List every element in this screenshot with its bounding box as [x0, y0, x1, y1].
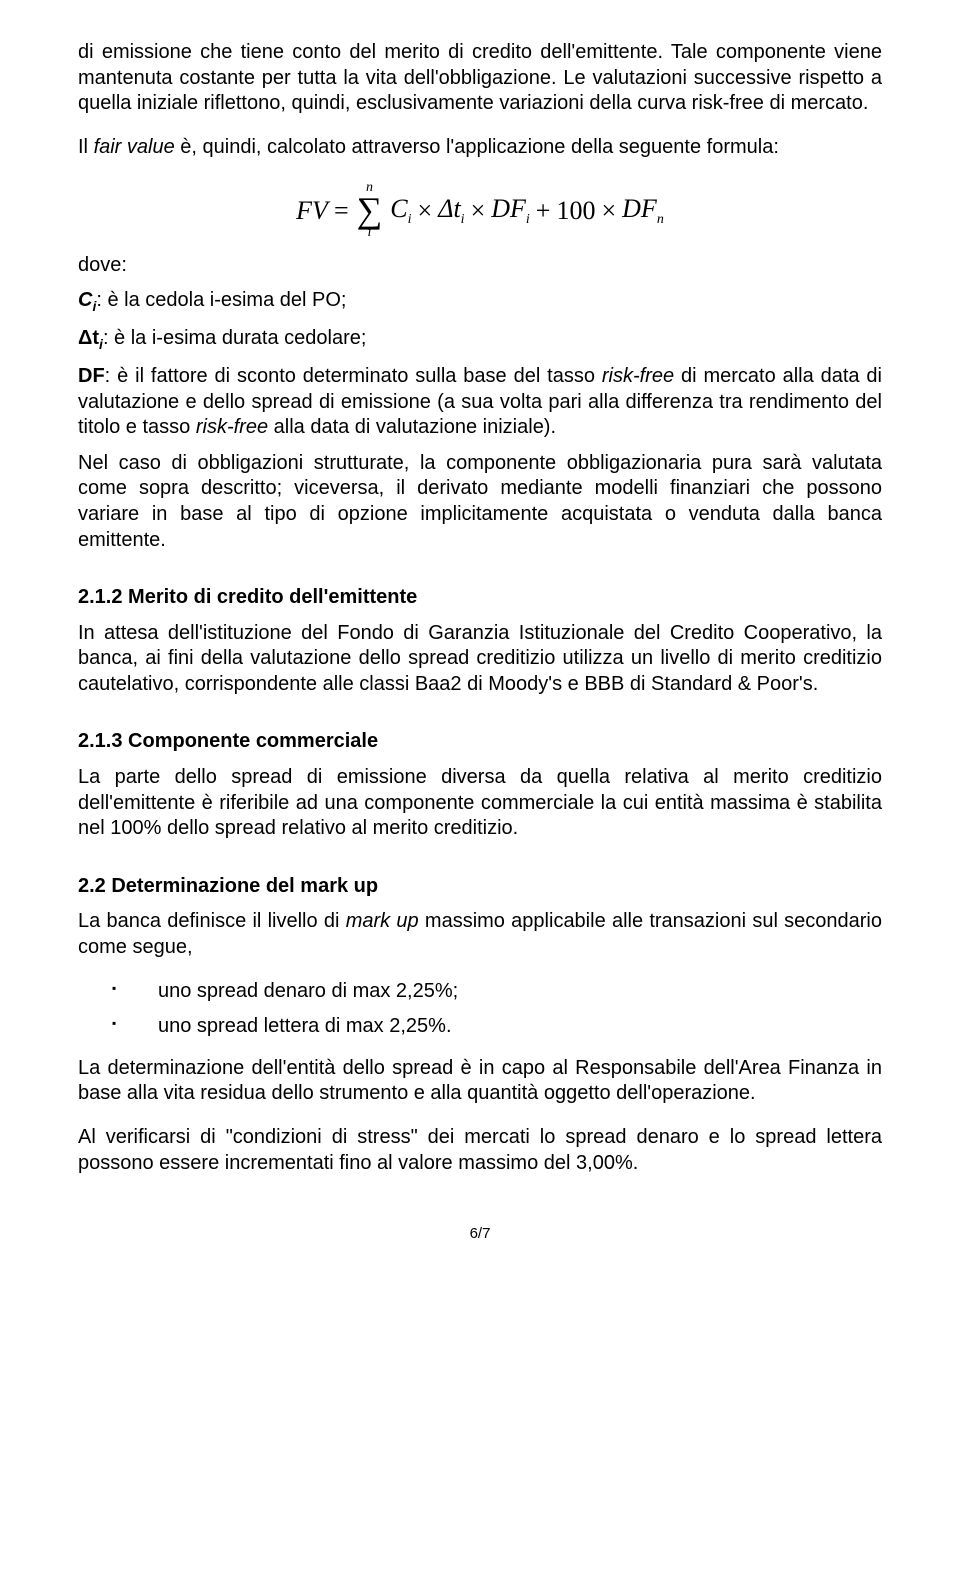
formula-times: × [418, 194, 433, 227]
heading-2-1-2: 2.1.2 Merito di credito dell'emittente [78, 585, 882, 611]
formula-eq: = [334, 194, 349, 227]
text: La banca definisce il livello di [78, 910, 346, 932]
paragraph-2-1-3: La parte dello spread di emissione diver… [78, 765, 882, 842]
formula-c: Ci [390, 192, 411, 229]
term-risk-free: risk-free [196, 416, 268, 438]
text: : è la i-esima durata cedolare; [103, 327, 366, 349]
text: : è il fattore di sconto determinato sul… [105, 365, 602, 387]
symbol-df: DF [78, 365, 105, 387]
sigma-icon: n ∑ i [357, 182, 383, 238]
bullet-list: uno spread denaro di max 2,25%; uno spre… [78, 979, 882, 1040]
label-dove: dove: [78, 253, 882, 279]
paragraph-intro: di emissione che tiene conto del merito … [78, 40, 882, 117]
sum-lower: i [368, 227, 372, 239]
formula-times: × [601, 194, 616, 227]
text: : è la cedola i-esima del PO; [96, 289, 346, 311]
paragraph-fairvalue-intro: Il fair value è, quindi, calcolato attra… [78, 135, 882, 161]
formula-dt: Δti [438, 192, 464, 229]
formula-dfn: DFn [622, 192, 664, 229]
formula-fv: FV [296, 194, 328, 227]
sum-symbol: ∑ [357, 194, 383, 226]
text: alla data di valutazione iniziale). [268, 416, 556, 438]
heading-2-1-3: 2.1.3 Componente commerciale [78, 729, 882, 755]
symbol-c: Ci [78, 289, 96, 311]
paragraph-structured: Nel caso di obbligazioni strutturate, la… [78, 451, 882, 553]
formula-df: DFi [491, 192, 530, 229]
list-item: uno spread denaro di max 2,25%; [78, 979, 882, 1005]
definition-dt: Δti: è la i-esima durata cedolare; [78, 326, 882, 354]
term-fair-value: fair value [94, 136, 175, 158]
definition-df: DF: è il fattore di sconto determinato s… [78, 364, 882, 441]
paragraph-stress: Al verificarsi di "condizioni di stress"… [78, 1125, 882, 1176]
formula-100: 100 [556, 194, 595, 227]
paragraph-responsabile: La determinazione dell'entità dello spre… [78, 1056, 882, 1107]
definition-c: Ci: è la cedola i-esima del PO; [78, 288, 882, 316]
list-item: uno spread lettera di max 2,25%. [78, 1014, 882, 1040]
formula-plus: + [536, 194, 551, 227]
formula-fair-value: FV = n ∑ i Ci × Δti × DFi + 100 × DFn [78, 182, 882, 238]
heading-2-2: 2.2 Determinazione del mark up [78, 874, 882, 900]
symbol-dt: Δti [78, 327, 103, 349]
term-mark-up: mark up [346, 910, 419, 932]
term-risk-free: risk-free [602, 365, 674, 387]
paragraph-2-2-intro: La banca definisce il livello di mark up… [78, 909, 882, 960]
text: è, quindi, calcolato attraverso l'applic… [175, 136, 779, 158]
page-number: 6/7 [78, 1224, 882, 1243]
text: Il [78, 136, 94, 158]
formula-times: × [471, 194, 486, 227]
paragraph-2-1-2: In attesa dell'istituzione del Fondo di … [78, 621, 882, 698]
